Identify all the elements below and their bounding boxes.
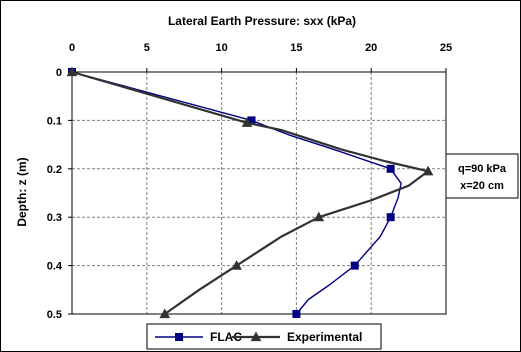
series-line-flac [71, 71, 402, 315]
annotation-box: q=90 kPa x=20 cm [445, 153, 519, 199]
legend: FLAC Experimental [146, 323, 382, 350]
series-layer [66, 66, 434, 319]
y-tick-labels: 0 0.1 0.2 0.3 0.4 0.5 [47, 67, 63, 321]
y-axis-title: Depth: z (m) [15, 157, 29, 226]
x-tick-label: 0 [69, 42, 75, 54]
data-point-flac [386, 164, 395, 173]
x-tick-label: 20 [365, 42, 377, 54]
x-tick-labels: 0 5 10 15 20 25 [69, 42, 452, 54]
y-tick-label: 0.4 [47, 261, 63, 273]
x-tick-label: 10 [215, 42, 227, 54]
data-point-experimental [241, 117, 253, 127]
x-tick-label: 5 [144, 42, 150, 54]
annotation-line-1: q=90 kPa [458, 163, 507, 175]
legend-flac-marker [175, 333, 183, 341]
x-axis-title: Lateral Earth Pressure: sxx (kPa) [168, 14, 356, 28]
data-point-experimental [313, 211, 325, 222]
x-tick-label: 15 [290, 42, 302, 54]
y-tick-label: 0.2 [47, 164, 62, 176]
data-point-experimental [231, 260, 242, 270]
data-point-flac [350, 261, 359, 270]
legend-experimental-symbol [232, 331, 280, 342]
data-point-experimental [66, 66, 78, 77]
y-tick-label: 0.1 [47, 115, 62, 127]
y-tick-label: 0.5 [47, 309, 62, 321]
data-point-experimental [159, 308, 171, 319]
legend-experimental-label: Experimental [287, 330, 362, 344]
annotation-line-2: x=20 cm [460, 180, 504, 192]
x-tick-label: 25 [440, 42, 452, 54]
y-tick-label: 0 [56, 67, 62, 79]
legend-flac-label: FLAC [210, 330, 242, 344]
y-tick-label: 0.3 [47, 212, 62, 224]
annotation-frame [445, 153, 519, 199]
legend-flac-symbol [155, 333, 203, 341]
data-point-experimental [422, 165, 434, 176]
legend-experimental-marker [250, 331, 262, 342]
data-point-flac [386, 213, 395, 222]
data-point-flac [292, 310, 301, 318]
